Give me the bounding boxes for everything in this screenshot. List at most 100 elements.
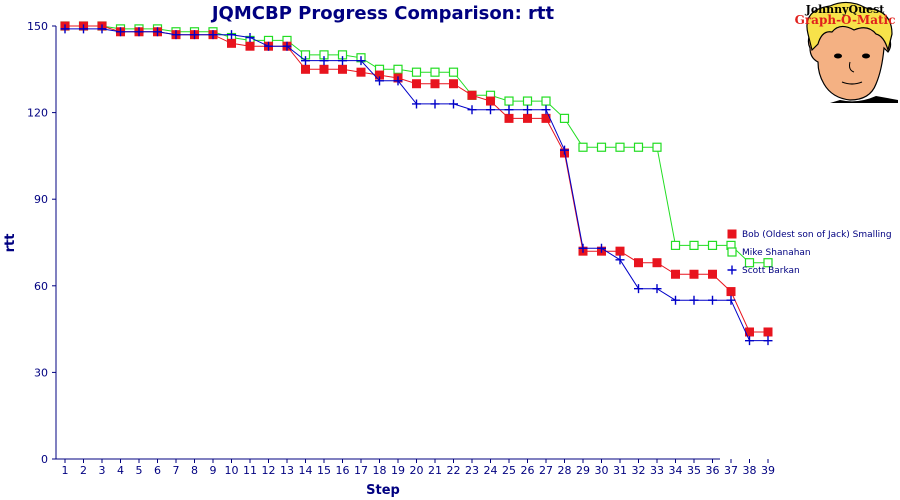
data-point bbox=[411, 67, 422, 77]
x-tick-label: 32 bbox=[632, 464, 646, 477]
x-tick-label: 9 bbox=[210, 464, 217, 477]
x-tick-label: 24 bbox=[484, 464, 498, 477]
data-point bbox=[689, 240, 699, 250]
data-point bbox=[430, 79, 440, 89]
y-tick-label: 150 bbox=[27, 20, 48, 33]
data-point bbox=[116, 27, 125, 37]
x-tick-label: 1 bbox=[62, 464, 69, 477]
boy-face-icon bbox=[806, 1, 898, 103]
y-tick-label: 0 bbox=[41, 453, 48, 466]
data-point bbox=[633, 142, 644, 152]
legend-item: Mike Shanahan bbox=[727, 247, 811, 258]
data-point bbox=[597, 243, 606, 253]
data-point bbox=[319, 56, 329, 66]
data-point bbox=[634, 258, 643, 268]
data-point bbox=[559, 113, 570, 123]
data-point bbox=[671, 269, 680, 279]
series-layer bbox=[60, 21, 773, 346]
x-tick-label: 11 bbox=[243, 464, 257, 477]
x-tick-label: 29 bbox=[576, 464, 590, 477]
data-point bbox=[615, 255, 625, 265]
data-point bbox=[79, 24, 88, 34]
data-point bbox=[726, 295, 736, 305]
x-tick-label: 33 bbox=[650, 464, 664, 477]
logo-line2: Graph-O-Matic bbox=[795, 13, 896, 27]
data-point bbox=[301, 56, 310, 66]
x-tick-label: 28 bbox=[558, 464, 572, 477]
data-point bbox=[245, 33, 255, 43]
data-point bbox=[726, 287, 736, 297]
data-point bbox=[523, 105, 532, 115]
x-axis-label: Step bbox=[366, 483, 400, 498]
data-point bbox=[522, 96, 533, 106]
x-tick-label: 26 bbox=[521, 464, 535, 477]
data-point bbox=[504, 113, 514, 123]
data-point bbox=[652, 284, 662, 294]
data-point bbox=[486, 105, 495, 115]
x-tick-label: 37 bbox=[724, 464, 738, 477]
x-tick-label: 25 bbox=[502, 464, 516, 477]
x-tick-label: 12 bbox=[262, 464, 276, 477]
data-point bbox=[393, 64, 403, 74]
data-point bbox=[689, 269, 699, 279]
logo-line1: JohnnyQuest bbox=[805, 3, 886, 16]
data-point bbox=[338, 56, 347, 66]
data-point bbox=[578, 142, 588, 152]
data-point bbox=[763, 336, 773, 346]
data-point bbox=[615, 142, 625, 152]
data-point bbox=[134, 27, 144, 37]
x-tick-label: 5 bbox=[136, 464, 143, 477]
data-point bbox=[301, 64, 310, 74]
x-tick-label: 23 bbox=[465, 464, 479, 477]
legend: Bob (Oldest son of Jack) Smalling Mike Sh… bbox=[727, 229, 892, 276]
data-point bbox=[504, 96, 514, 106]
x-tick-label: 14 bbox=[299, 464, 313, 477]
x-tick-label: 10 bbox=[225, 464, 239, 477]
x-tick-label: 22 bbox=[447, 464, 461, 477]
data-point bbox=[190, 30, 199, 40]
x-tick-label: 4 bbox=[117, 464, 124, 477]
x-tick-label: 16 bbox=[336, 464, 350, 477]
x-tick-label: 8 bbox=[191, 464, 198, 477]
y-tick-label: 120 bbox=[27, 107, 48, 120]
data-point bbox=[412, 79, 421, 89]
data-point bbox=[541, 105, 551, 115]
data-point bbox=[338, 64, 347, 74]
data-point bbox=[430, 99, 440, 109]
x-tick-label: 35 bbox=[687, 464, 701, 477]
x-tick-label: 27 bbox=[539, 464, 553, 477]
data-point bbox=[227, 30, 236, 40]
x-tick-label: 39 bbox=[761, 464, 775, 477]
data-point bbox=[707, 240, 718, 250]
legend-label: Bob (Oldest son of Jack) Smalling bbox=[742, 230, 892, 240]
series-scott-barkan bbox=[60, 24, 773, 346]
y-tick-label: 60 bbox=[34, 280, 48, 293]
legend-marker bbox=[727, 265, 737, 275]
x-tick-label: 20 bbox=[410, 464, 424, 477]
chart-title: JQMCBP Progress Comparison: rtt bbox=[210, 3, 555, 24]
data-point bbox=[356, 67, 366, 77]
data-point bbox=[763, 327, 773, 337]
x-tick-label: 30 bbox=[595, 464, 609, 477]
data-point bbox=[615, 246, 625, 256]
x-tick-label: 19 bbox=[391, 464, 405, 477]
data-point bbox=[375, 76, 384, 86]
data-point bbox=[689, 295, 699, 305]
x-tick-label: 34 bbox=[669, 464, 683, 477]
data-point bbox=[523, 113, 532, 123]
data-point bbox=[153, 27, 162, 37]
data-point bbox=[745, 327, 754, 337]
x-tick-label: 18 bbox=[373, 464, 387, 477]
data-point bbox=[708, 269, 717, 279]
data-point bbox=[208, 30, 218, 40]
data-point bbox=[652, 258, 662, 268]
data-point bbox=[560, 145, 569, 155]
data-point bbox=[264, 41, 273, 51]
x-tick-label: 7 bbox=[173, 464, 180, 477]
legend-marker bbox=[727, 247, 737, 257]
data-point bbox=[670, 240, 681, 250]
data-point bbox=[430, 67, 440, 77]
data-point bbox=[319, 64, 329, 74]
